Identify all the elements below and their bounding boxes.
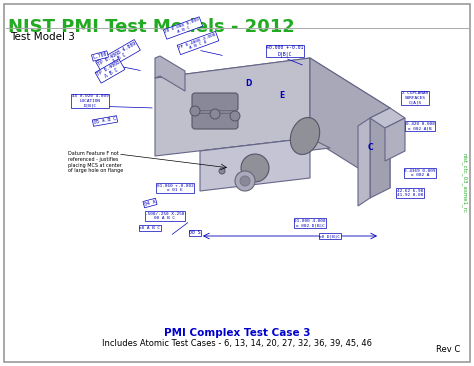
Polygon shape bbox=[310, 58, 390, 188]
Text: TP 0.4008 4.009
A B C: TP 0.4008 4.009 A B C bbox=[97, 41, 139, 71]
Polygon shape bbox=[385, 118, 405, 161]
Text: D: D bbox=[245, 79, 251, 89]
Text: TP 0.4008
A B C: TP 0.4008 A B C bbox=[96, 60, 124, 82]
Text: Includes Atomic Test Cases - 6, 13, 14, 20, 27, 32, 36, 39, 45, 46: Includes Atomic Test Cases - 6, 13, 14, … bbox=[102, 339, 372, 348]
Polygon shape bbox=[370, 108, 390, 198]
Text: Datum Feature F not
referenced - justifies
placing MCS at center
of large hole o: Datum Feature F not referenced - justifi… bbox=[68, 151, 123, 173]
Circle shape bbox=[235, 171, 255, 191]
FancyBboxPatch shape bbox=[4, 4, 470, 362]
Text: L.700: L.700 bbox=[92, 52, 108, 60]
Text: .500/.250 X.250
00 A B C: .500/.250 X.250 00 A B C bbox=[146, 212, 185, 220]
Text: 42.62 6.98
41.92 8.08: 42.62 6.98 41.92 8.08 bbox=[397, 189, 423, 197]
Text: nist_ctc_03_asme1_rc: nist_ctc_03_asme1_rc bbox=[461, 153, 467, 213]
Text: NIST PMI Test Models - 2012: NIST PMI Test Models - 2012 bbox=[8, 18, 295, 36]
Text: PMI Complex Test Case 3: PMI Complex Test Case 3 bbox=[164, 328, 310, 338]
Text: E: E bbox=[279, 92, 284, 101]
Polygon shape bbox=[200, 138, 310, 191]
Circle shape bbox=[190, 106, 200, 116]
Text: 2 COPLANAR
SURFACES
C|A|S: 2 COPLANAR SURFACES C|A|S bbox=[402, 92, 428, 105]
Polygon shape bbox=[155, 58, 310, 156]
Polygon shape bbox=[155, 58, 390, 128]
Text: 4X 0.020 4.009
LOCATION
D|B|C: 4X 0.020 4.009 LOCATION D|B|C bbox=[72, 94, 109, 108]
FancyBboxPatch shape bbox=[192, 93, 238, 111]
Polygon shape bbox=[358, 118, 370, 206]
Text: 40.000 +-0.01
D|B|C: 40.000 +-0.01 D|B|C bbox=[266, 45, 304, 57]
Text: o0 D|B|C: o0 D|B|C bbox=[319, 234, 340, 238]
Ellipse shape bbox=[291, 117, 319, 154]
Circle shape bbox=[240, 176, 250, 186]
Circle shape bbox=[230, 111, 240, 121]
Text: 00 S: 00 S bbox=[189, 231, 201, 235]
Text: Test Model 3: Test Model 3 bbox=[10, 32, 75, 42]
Circle shape bbox=[237, 173, 243, 179]
Text: 20 0.008 0.009
A B C: 20 0.008 0.009 A B C bbox=[164, 18, 202, 38]
Text: o0 A B C: o0 A B C bbox=[139, 226, 161, 230]
Text: 0.420 0.008
o 002 A|B: 0.420 0.008 o 002 A|B bbox=[406, 122, 435, 130]
Circle shape bbox=[241, 154, 269, 182]
Text: 0.4369 0.009
o 002 A: 0.4369 0.009 o 002 A bbox=[404, 169, 436, 177]
Text: Rev C: Rev C bbox=[436, 345, 460, 354]
Text: 05 A B C: 05 A B C bbox=[93, 116, 117, 126]
Polygon shape bbox=[370, 108, 405, 128]
Polygon shape bbox=[200, 138, 330, 161]
Text: TP 0.4008 4.008
A B C D: TP 0.4008 4.008 A B C D bbox=[178, 32, 218, 54]
Text: 01.000 4.000
o 002 D|B|C: 01.000 4.000 o 002 D|B|C bbox=[294, 219, 326, 227]
Circle shape bbox=[210, 109, 220, 119]
FancyBboxPatch shape bbox=[192, 113, 238, 129]
Circle shape bbox=[219, 168, 225, 174]
Text: 01.060 +-0.002
o 01 E: 01.060 +-0.002 o 01 E bbox=[156, 184, 193, 192]
Text: C: C bbox=[367, 143, 373, 153]
Text: 04 A: 04 A bbox=[144, 199, 156, 207]
Polygon shape bbox=[155, 56, 185, 91]
